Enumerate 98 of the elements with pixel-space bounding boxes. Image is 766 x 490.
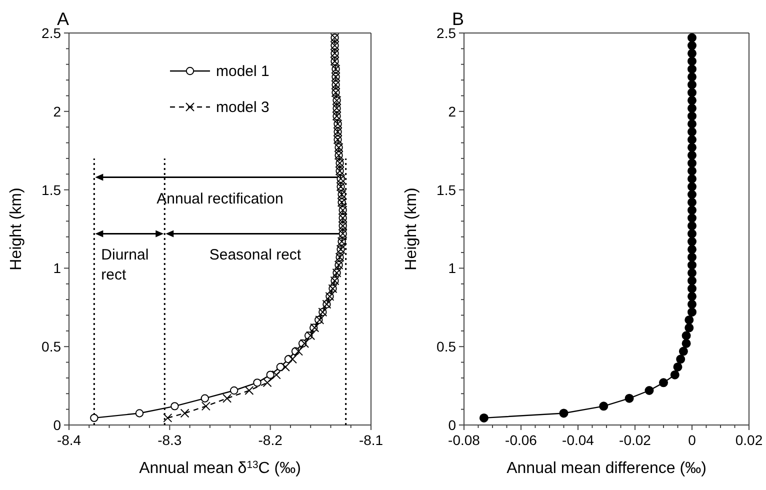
- point: [688, 252, 696, 262]
- point: [288, 354, 297, 364]
- point: [688, 237, 696, 246]
- point: [688, 142, 696, 152]
- point: [688, 119, 696, 128]
- point: [222, 394, 232, 403]
- point: [659, 378, 668, 388]
- point: [280, 362, 290, 372]
- x-tick-label: -0.02: [619, 432, 652, 448]
- x-axis-title: Annual mean difference (‰): [506, 460, 706, 477]
- point: [688, 166, 696, 176]
- point: [253, 378, 262, 387]
- point: [684, 323, 694, 332]
- point: [688, 206, 696, 215]
- point: [673, 362, 682, 372]
- point: [294, 346, 304, 356]
- point: [266, 370, 274, 379]
- point: [688, 214, 696, 223]
- point: [688, 182, 696, 192]
- point: [688, 104, 696, 113]
- point: [688, 72, 696, 82]
- point: [688, 229, 696, 238]
- point: [688, 268, 696, 278]
- point: [688, 174, 696, 184]
- point: [688, 300, 696, 309]
- point: [688, 127, 696, 136]
- point: [688, 41, 696, 50]
- point: [688, 284, 696, 294]
- y-tick-label: 0: [53, 417, 62, 433]
- point: [688, 150, 696, 160]
- point: [135, 409, 144, 418]
- point: [670, 370, 680, 380]
- y-tick-label: 0.5: [42, 338, 62, 355]
- point: [479, 413, 488, 422]
- point: [688, 308, 696, 317]
- x-tick-label: -8.4: [56, 432, 82, 448]
- point: [180, 408, 190, 418]
- point: [230, 386, 238, 395]
- point: [678, 346, 688, 356]
- point: [688, 190, 696, 200]
- point: [262, 378, 272, 388]
- point: [201, 402, 210, 411]
- point: [688, 33, 696, 42]
- y-tick-label: 0: [448, 417, 456, 433]
- annotation: Annual rectification: [156, 190, 284, 208]
- point: [688, 48, 696, 58]
- annotation: Seasonal rect: [209, 246, 302, 264]
- point: [300, 338, 310, 348]
- point: [682, 338, 691, 348]
- legend-label: model 1: [216, 63, 270, 80]
- point: [676, 354, 686, 364]
- point: [688, 88, 696, 98]
- point: [688, 292, 696, 301]
- point: [90, 414, 98, 422]
- y-axis-title: Height (km): [403, 188, 420, 270]
- x-tick-label: 0: [688, 432, 696, 448]
- point: [624, 394, 634, 403]
- point: [272, 370, 281, 380]
- point: [688, 64, 696, 74]
- point: [688, 260, 696, 270]
- point: [306, 331, 316, 340]
- point: [644, 386, 654, 396]
- legend-label: model 3: [216, 99, 270, 116]
- y-tick-label: 1.5: [436, 182, 456, 198]
- point: [244, 386, 254, 396]
- point: [688, 198, 696, 207]
- point: [684, 315, 694, 324]
- point: [688, 276, 696, 286]
- y-tick-label: 2: [448, 103, 456, 120]
- point: [688, 80, 696, 90]
- point: [688, 56, 696, 66]
- x-tick-label: -0.04: [562, 432, 594, 448]
- x-tick-label: -0.06: [505, 432, 538, 448]
- x-axis-title: Annual mean δ$^{13}$C (‰): [139, 460, 301, 477]
- point: [682, 331, 691, 340]
- point: [559, 408, 568, 418]
- point: [688, 244, 696, 254]
- x-tick-label: -8.3: [158, 432, 182, 448]
- x-tick-label: 0.02: [735, 432, 763, 448]
- point: [599, 402, 608, 411]
- point: [688, 135, 696, 144]
- point: [170, 402, 179, 410]
- annotation: Diurnal rect: [101, 246, 149, 284]
- x-tick-label: -8.2: [258, 432, 283, 448]
- x-tick-label: -8.1: [358, 432, 384, 448]
- point: [688, 96, 696, 105]
- point: [163, 413, 172, 422]
- y-tick-label: 1: [448, 260, 456, 276]
- point: [688, 112, 696, 121]
- x-tick-label: -0.08: [448, 432, 480, 448]
- y-axis-title: Height (km): [8, 188, 25, 270]
- point: [688, 221, 696, 230]
- y-tick-label: 1: [53, 260, 62, 276]
- y-tick-label: 0.5: [436, 338, 456, 355]
- y-tick-label: 1.5: [42, 182, 62, 198]
- y-tick-label: 2: [53, 103, 62, 120]
- point: [200, 394, 209, 402]
- point: [688, 158, 696, 168]
